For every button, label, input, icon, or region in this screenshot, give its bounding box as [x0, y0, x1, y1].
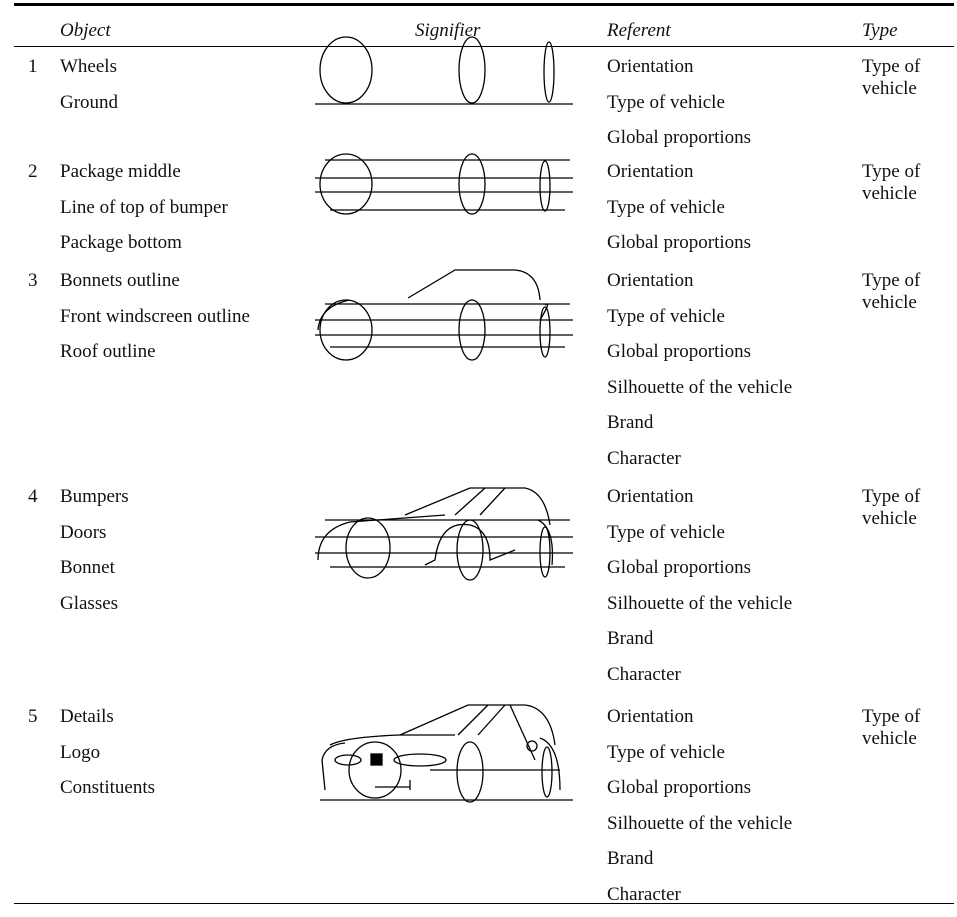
type: Type of vehicle [862, 270, 921, 313]
type: Type of vehicle [862, 486, 921, 529]
object: Bumpers [60, 486, 129, 507]
object: Roof outline [60, 341, 156, 362]
object: Bonnets outline [60, 270, 180, 291]
referent: Silhouette of the vehicle [607, 376, 793, 398]
signifier-1 [315, 36, 573, 105]
row-number: 2 [28, 161, 38, 182]
referent: Brand [607, 848, 654, 869]
object: Package middle [60, 161, 181, 182]
referent: Type of vehicle [607, 91, 725, 113]
referent: Silhouette of the vehicle [607, 592, 793, 614]
header-type: Type [862, 20, 898, 41]
referent: Global proportions [607, 341, 752, 362]
header-signifier: Signifier [415, 20, 481, 41]
referent: Orientation [607, 161, 694, 182]
header-referent: Referent [607, 20, 671, 41]
referent: Global proportions [607, 232, 752, 253]
type: Type of vehicle [862, 161, 921, 204]
type: Type of vehicle [862, 706, 921, 749]
row-number: 1 [28, 56, 38, 77]
referent: Orientation [607, 706, 694, 727]
referent: Orientation [607, 486, 694, 507]
referent: Character [607, 663, 681, 685]
header-rule [14, 46, 954, 47]
object: Glasses [60, 592, 119, 614]
object: Details [60, 706, 114, 727]
referent: Orientation [607, 56, 694, 77]
referent: Silhouette of the vehicle [607, 812, 793, 834]
referent: Type of vehicle [607, 521, 725, 543]
bottom-rule [14, 903, 954, 904]
referent: Global proportions [607, 777, 752, 798]
object: Logo [60, 741, 101, 763]
referent: Type of vehicle [607, 305, 725, 327]
object: Front windscreen outline [60, 305, 250, 327]
referent: Brand [607, 628, 654, 649]
object: Bonnet [60, 557, 115, 578]
signifier-5 [320, 704, 573, 803]
row-number: 4 [28, 486, 38, 507]
referent: Character [607, 447, 681, 469]
row-number: 5 [28, 706, 38, 727]
row-number: 3 [28, 270, 38, 291]
referent: Type of vehicle [607, 741, 725, 763]
signifier-2 [315, 153, 573, 215]
header-object: Object [60, 20, 111, 41]
object: Doors [60, 521, 107, 543]
object: Wheels [60, 56, 117, 77]
referent: Global proportions [607, 127, 752, 148]
object: Constituents [60, 777, 156, 798]
object: Ground [60, 91, 119, 113]
object: Package bottom [60, 232, 182, 253]
signifier-4 [315, 487, 573, 581]
type: Type of vehicle [862, 56, 921, 99]
top-rule [14, 3, 954, 6]
object: Line of top of bumper [60, 196, 228, 218]
referent: Character [607, 883, 681, 905]
referent: Brand [607, 412, 654, 433]
signifier-3 [315, 269, 573, 361]
referent: Type of vehicle [607, 196, 725, 218]
referent: Global proportions [607, 557, 752, 578]
referent: Orientation [607, 270, 694, 291]
